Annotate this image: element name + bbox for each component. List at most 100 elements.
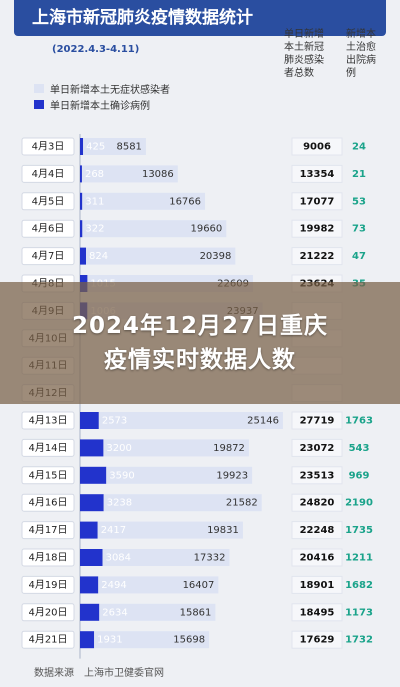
bar-confirmed: [80, 220, 83, 238]
total-value: 21222: [300, 251, 335, 262]
category-pill: [21, 493, 75, 512]
data-label-asymptomatic: 19872: [213, 443, 245, 454]
data-label-confirmed: 3200: [106, 443, 131, 454]
legend-item-asymptomatic: 单日新增本土无症状感染者: [34, 80, 170, 96]
total-value: 23072: [300, 443, 335, 454]
total-box: [291, 548, 343, 567]
data-label-confirmed: 311: [85, 196, 104, 207]
data-label-confirmed: 2573: [102, 416, 127, 427]
data-label-asymptomatic: 21582: [226, 498, 258, 509]
column-header-total: 单日新增 本土新冠 肺炎感染 者总数: [284, 28, 324, 80]
data-label-asymptomatic: 20398: [200, 251, 232, 262]
total-value: 22248: [300, 525, 335, 536]
total-box: [291, 493, 343, 512]
total-value: 17077: [300, 196, 335, 207]
total-box: [291, 603, 343, 622]
column-header-total-line: 肺炎感染: [284, 55, 324, 66]
category-label: 4月15日: [28, 469, 67, 481]
total-value: 20416: [300, 553, 335, 564]
recovered-value: 1173: [345, 607, 373, 618]
recovered-value: 1682: [345, 580, 373, 591]
data-label-confirmed: 2494: [101, 580, 126, 591]
recovered-value: 1735: [345, 525, 373, 536]
total-box: [291, 575, 343, 594]
category-pill: [21, 192, 75, 211]
category-pill: [21, 603, 75, 622]
bar-asymptomatic: [98, 412, 283, 429]
legend-swatch-asymptomatic: [34, 83, 44, 93]
category-label: 4月17日: [28, 524, 67, 536]
bar-confirmed: [80, 192, 83, 210]
category-label: 4月5日: [32, 195, 65, 207]
category-label: 4月21日: [28, 634, 67, 646]
recovered-value: 1211: [345, 553, 373, 564]
bar-confirmed: [80, 631, 95, 649]
column-header-total-line: 本土新冠: [284, 42, 324, 53]
recovered-value: 21: [352, 169, 366, 180]
data-label-confirmed: 268: [85, 169, 104, 180]
headline-overlay: 2024年12月27日重庆 疫情实时数据人数: [0, 282, 400, 404]
data-label-confirmed: 1931: [97, 635, 122, 646]
headline-line-2: 疫情实时数据人数: [104, 347, 296, 373]
date-range: (2022.4.3-4.11): [52, 44, 140, 55]
bar-asymptomatic: [94, 631, 210, 649]
total-box: [291, 521, 343, 540]
data-label-asymptomatic: 19831: [207, 525, 239, 536]
data-label-confirmed: 3590: [109, 470, 134, 481]
category-pill: [21, 466, 75, 485]
column-header-total-line: 单日新增: [284, 29, 324, 40]
data-label-asymptomatic: 16407: [183, 580, 215, 591]
bar-confirmed: [80, 412, 99, 429]
data-label-asymptomatic: 15698: [173, 635, 205, 646]
recovered-value: 543: [349, 443, 370, 454]
category-label: 4月20日: [28, 606, 67, 618]
total-box: [291, 466, 343, 485]
bar-confirmed: [80, 138, 84, 155]
total-box: [291, 219, 343, 238]
total-box: [291, 247, 343, 266]
chart-title: 上海市新冠肺炎疫情数据统计: [32, 8, 253, 28]
recovered-value: 2190: [345, 498, 373, 509]
total-box: [291, 438, 343, 457]
total-box: [291, 630, 343, 649]
bar-asymptomatic: [106, 466, 253, 484]
total-box: [291, 192, 343, 211]
category-pill: [21, 137, 75, 156]
data-label-asymptomatic: 19660: [190, 224, 222, 235]
column-header-total-line: 者总数: [284, 68, 314, 79]
column-header-recovered-line: 例: [346, 68, 356, 79]
recovered-value: 47: [352, 251, 366, 262]
category-label: 4月16日: [28, 497, 67, 509]
data-label-asymptomatic: 15861: [180, 607, 212, 618]
data-label-asymptomatic: 13086: [142, 169, 174, 180]
bar-confirmed: [80, 494, 104, 512]
category-label: 4月4日: [32, 168, 65, 180]
total-value: 27719: [300, 416, 335, 427]
category-pill: [21, 438, 75, 457]
total-box: [291, 164, 343, 183]
data-label-asymptomatic: 8581: [116, 142, 141, 153]
category-pill: [21, 521, 75, 540]
category-label: 4月18日: [28, 552, 67, 564]
bar-confirmed: [80, 165, 82, 183]
data-label-confirmed: 425: [86, 142, 105, 153]
total-value: 19982: [300, 224, 335, 235]
data-label-asymptomatic: 19923: [216, 470, 248, 481]
legend-swatch-confirmed: [34, 99, 44, 109]
category-label: 4月6日: [32, 223, 65, 235]
bar-confirmed: [80, 603, 100, 621]
bar-asymptomatic: [103, 494, 262, 512]
category-pill: [21, 575, 75, 594]
recovered-value: 73: [352, 224, 366, 235]
data-label-asymptomatic: 17332: [194, 553, 226, 564]
column-header-recovered-line: 新增本: [346, 29, 376, 40]
category-pill: [21, 164, 75, 183]
total-value: 18901: [300, 580, 335, 591]
recovered-value: 1763: [345, 416, 373, 427]
bar-asymptomatic: [83, 138, 146, 155]
bar-confirmed: [80, 576, 99, 594]
total-value: 17629: [300, 635, 335, 646]
total-box: [291, 137, 343, 156]
bar-asymptomatic: [98, 576, 219, 594]
